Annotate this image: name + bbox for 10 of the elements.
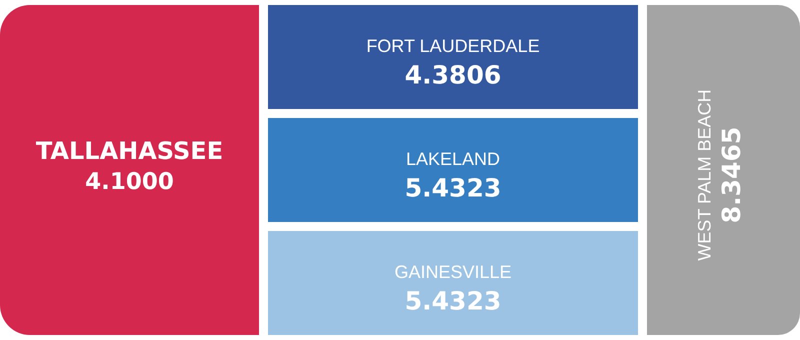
data-label: 4.3806 (404, 60, 502, 90)
data-label: 5.4323 (404, 174, 502, 202)
category-label: TALLAHASSEE (36, 137, 224, 166)
data-label: 4.1000 (85, 168, 174, 195)
category-label: WEST PALM BEACH (694, 89, 714, 261)
data-label: 8.3465 (717, 126, 746, 224)
category-label: GAINESVILLE (394, 262, 512, 282)
category-label: FORT LAUDERDALE (366, 36, 540, 56)
data-label: 5.4323 (404, 286, 502, 316)
category-label: LAKELAND (406, 148, 500, 169)
